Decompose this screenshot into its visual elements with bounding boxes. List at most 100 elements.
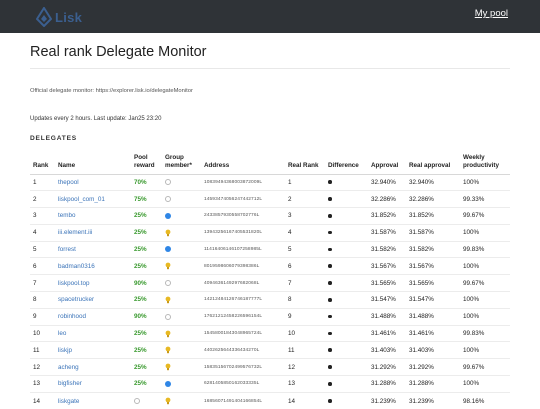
approval-cell: 31.288% <box>368 375 406 393</box>
rank-cell: 3 <box>30 207 55 225</box>
approval-cell: 31.292% <box>368 358 406 376</box>
delegate-link[interactable]: liskpool.top <box>58 279 90 287</box>
real-approval-cell: 31.403% <box>406 341 460 359</box>
table-body: 1 thepool 70% 10839494368003872009L 1 32.940%… <box>30 174 510 409</box>
delegate-link[interactable]: tembo <box>58 212 76 220</box>
table-row: 13 bigfisher 25% 6281405850162033335L 13 31.2… <box>30 375 510 393</box>
my-pool-link[interactable]: My pool <box>474 8 508 19</box>
real-approval-cell: 31.587% <box>406 223 460 242</box>
difference-cell <box>325 240 368 258</box>
delegate-link[interactable]: liskjp <box>58 346 72 354</box>
rank-cell: 7 <box>30 274 55 292</box>
group-member-icon <box>165 380 171 387</box>
table-row: 9 robinhood 90% 17621212458226596154L 9 31.48… <box>30 307 510 326</box>
approval-cell: 31.587% <box>368 223 406 242</box>
difference-cell <box>325 190 368 208</box>
real-rank-cell: 1 <box>288 178 292 186</box>
delegate-link[interactable]: badman0316 <box>58 262 95 270</box>
approval-cell: 31.239% <box>368 391 406 409</box>
real-approval-cell: 32.286% <box>406 190 460 208</box>
difference-cell <box>325 291 368 309</box>
real-rank-cell: 5 <box>285 240 325 258</box>
rank-cell: 12 <box>30 358 55 376</box>
address-cell: 17621212458226596154L <box>201 307 285 326</box>
address-cell: 11416406146107258985L <box>201 240 285 258</box>
real-approval-cell: 31.547% <box>406 291 460 309</box>
name-cell: leo <box>55 324 131 342</box>
table-row: 6 badman0316 25% 8019598606079398386L 6 31.56… <box>30 257 510 275</box>
pool-reward-cell: 25% <box>131 324 162 342</box>
rank-cell: 2 <box>30 190 55 208</box>
group-member-cell <box>162 274 201 292</box>
real-rank-cell: 12 <box>285 358 325 376</box>
table-row: 8 spacetrucker 25% 14212484126746187777L 8 31… <box>30 291 510 309</box>
column-header[interactable]: Group member* <box>162 149 201 175</box>
productivity-cell: 100% <box>460 375 510 393</box>
approval-cell: 31.461% <box>368 324 406 342</box>
lightbulb-icon <box>165 363 171 371</box>
address-cell: 15835156702499576732L <box>201 358 285 376</box>
approval-cell: 31.488% <box>368 307 406 326</box>
difference-cell <box>325 223 368 242</box>
real-rank-cell: 10 <box>285 324 325 342</box>
name-cell: thepool <box>55 174 131 191</box>
column-header[interactable]: Real Rank <box>285 149 325 175</box>
difference-dot-icon <box>328 399 332 403</box>
update-info-text: Updates every 2 hours. Last update: Jan2… <box>30 116 162 122</box>
group-member-cell <box>162 375 201 393</box>
rank-cell: 10 <box>30 324 55 342</box>
delegate-link[interactable]: liskpool_com_01 <box>58 195 105 203</box>
delegates-table: Rank Name Pool reward Group member* Addr… <box>30 149 510 409</box>
column-header[interactable]: Weekly productivity <box>460 149 510 175</box>
delegate-link[interactable]: spacetrucker <box>58 296 95 304</box>
group-member-cell <box>162 324 201 342</box>
productivity-cell: 100% <box>460 307 510 326</box>
difference-cell <box>325 341 368 359</box>
pool-reward-cell: 25% <box>131 207 162 225</box>
name-cell: spacetrucker <box>55 291 131 309</box>
rank-cell: 1 <box>33 178 37 186</box>
non-member-icon <box>165 196 171 203</box>
column-header[interactable]: Name <box>55 149 131 175</box>
group-member-icon <box>165 212 171 219</box>
delegate-link[interactable]: bigfisher <box>58 380 82 388</box>
group-member-cell <box>162 223 201 242</box>
difference-dot-icon <box>328 230 332 235</box>
difference-dot-icon <box>328 247 332 252</box>
real-rank-cell: 6 <box>285 257 325 275</box>
productivity-cell: 100% <box>460 291 510 309</box>
lightbulb-icon <box>165 397 171 405</box>
column-header[interactable]: Real approval <box>406 149 460 175</box>
delegate-link[interactable]: thepool <box>58 178 79 186</box>
pool-reward-cell: 25% <box>131 341 162 359</box>
column-header[interactable]: Approval <box>368 149 406 175</box>
column-header[interactable]: Pool reward <box>131 149 162 175</box>
address-cell: 14212484126746187777L <box>201 291 285 309</box>
difference-cell <box>325 207 368 225</box>
delegate-link[interactable]: acheng <box>58 363 79 371</box>
approval-cell: 31.547% <box>368 291 406 309</box>
delegate-link[interactable]: iii.element.iii <box>58 229 93 237</box>
difference-dot-icon <box>328 314 332 319</box>
column-header[interactable]: Difference <box>325 149 368 175</box>
difference-cell <box>325 257 368 275</box>
productivity-cell: 99.33% <box>460 190 510 208</box>
difference-cell <box>325 358 368 376</box>
lisk-logo[interactable]: Lisk <box>36 6 82 28</box>
approval-cell: 32.940% <box>371 178 396 186</box>
name-cell: acheng <box>55 358 131 376</box>
real-rank-cell: 2 <box>285 190 325 208</box>
name-cell: iii.element.iii <box>55 223 131 242</box>
delegate-link[interactable]: robinhood <box>58 313 87 321</box>
productivity-cell: 100% <box>463 178 480 186</box>
delegate-link[interactable]: liskgate <box>58 397 80 405</box>
delegates-heading: DELEGATES <box>30 135 78 142</box>
delegate-link[interactable]: leo <box>58 330 67 338</box>
column-header[interactable]: Address <box>201 149 285 175</box>
address-cell: 14593474056247442712L <box>201 190 285 208</box>
name-cell: liskpool.top <box>55 274 131 292</box>
delegate-link[interactable]: forrest <box>58 246 76 254</box>
column-header[interactable]: Rank <box>30 149 55 175</box>
lightbulb-icon <box>165 346 171 354</box>
approval-cell: 31.403% <box>368 341 406 359</box>
